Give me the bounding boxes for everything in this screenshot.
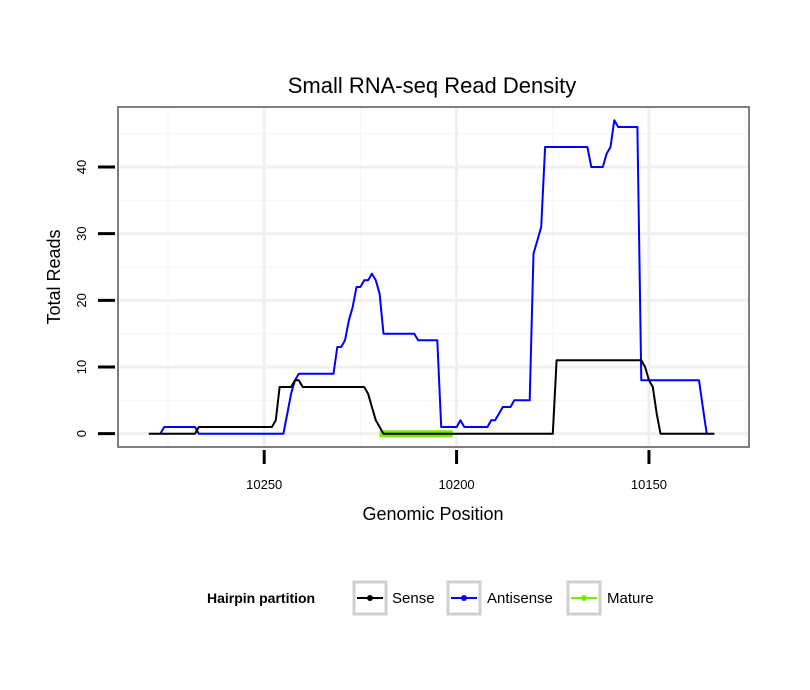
legend-marker-sense [367,595,373,601]
legend-label-mature: Mature [607,590,654,607]
x-tick-label: 10200 [439,477,475,492]
y-tick-label: 30 [74,226,89,240]
series-layer [148,119,715,438]
legend-label-antisense: Antisense [487,590,553,607]
grid-minor [118,107,749,447]
chart-title: Small RNA-seq Read Density [288,73,577,98]
legend-label-sense: Sense [392,590,435,607]
plot-area [117,106,750,448]
legend: Hairpin partition Sense Antisense Mature [207,580,654,616]
y-tick-label: 20 [74,293,89,307]
legend-item-antisense: Antisense [446,580,553,616]
plot-border [117,106,750,448]
y-axis: 0 10 20 30 40 [74,160,115,437]
legend-item-sense: Sense [352,580,435,616]
y-tick-label: 10 [74,360,89,374]
y-tick-label: 0 [74,430,89,437]
legend-marker-antisense [461,595,467,601]
x-tick-label: 10250 [246,477,282,492]
x-axis: 10250 10200 10150 [246,450,667,492]
legend-marker-mature [581,595,587,601]
legend-title: Hairpin partition [207,590,315,606]
x-tick-label: 10150 [631,477,667,492]
series-line-sense [148,359,715,435]
x-axis-title: Genomic Position [362,504,503,524]
plot-panel [118,107,749,447]
legend-item-mature: Mature [566,580,654,616]
y-axis-title: Total Reads [44,229,64,324]
y-tick-label: 40 [74,160,89,174]
series-line-antisense [159,119,708,435]
